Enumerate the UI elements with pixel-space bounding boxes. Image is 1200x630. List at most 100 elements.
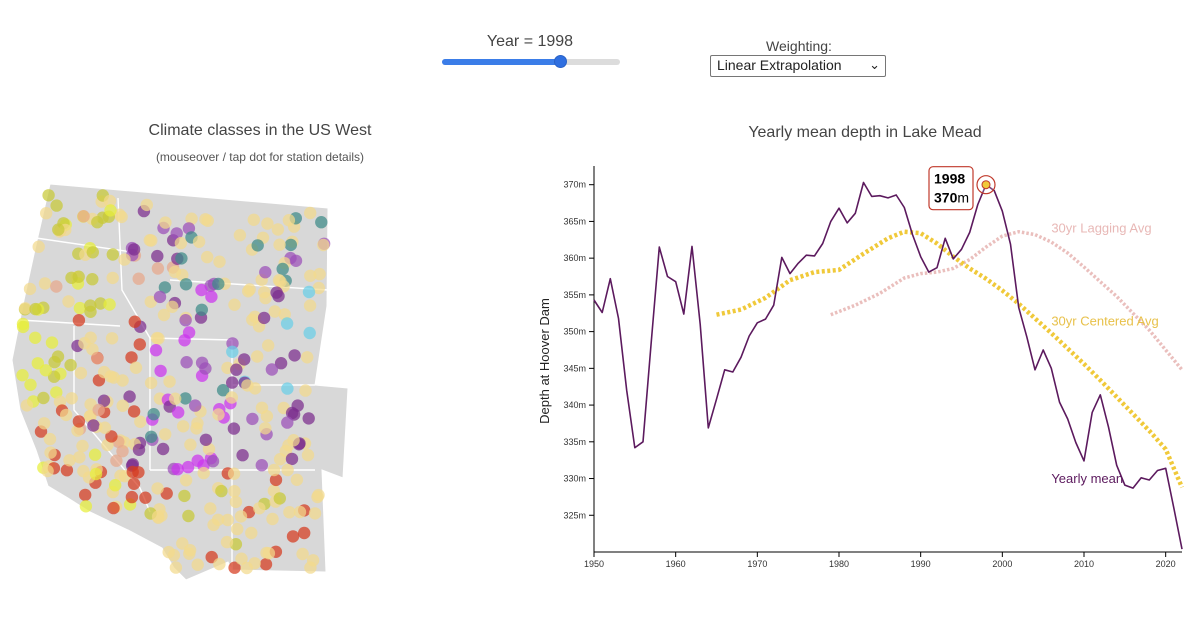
station-dot[interactable] <box>86 246 100 259</box>
station-dot[interactable] <box>179 474 193 487</box>
station-dot[interactable] <box>304 206 317 220</box>
station-dot[interactable] <box>205 290 218 303</box>
station-dot[interactable] <box>178 489 191 503</box>
station-dot[interactable] <box>282 214 296 227</box>
station-dot[interactable] <box>94 297 107 310</box>
station-dot[interactable] <box>65 392 78 405</box>
station-dot[interactable] <box>315 216 328 229</box>
station-dot[interactable] <box>176 268 189 282</box>
station-dot[interactable] <box>159 216 172 229</box>
station-dot[interactable] <box>201 250 214 264</box>
station-dot[interactable] <box>50 199 63 212</box>
station-dot[interactable] <box>73 451 86 464</box>
station-dot[interactable] <box>304 561 317 574</box>
station-dot[interactable] <box>170 227 183 240</box>
station-dot[interactable] <box>63 454 76 467</box>
station-dot[interactable] <box>116 374 129 387</box>
station-dot[interactable] <box>133 338 146 351</box>
station-dot[interactable] <box>64 358 77 372</box>
station-dot[interactable] <box>144 376 158 390</box>
station-dot[interactable] <box>150 331 164 345</box>
station-dot[interactable] <box>227 467 241 480</box>
station-dot[interactable] <box>104 204 117 217</box>
station-dot[interactable] <box>103 298 116 311</box>
station-dot[interactable] <box>271 223 285 236</box>
station-dot[interactable] <box>280 317 294 330</box>
station-dot[interactable] <box>103 194 117 208</box>
station-dot[interactable] <box>59 408 73 422</box>
station-dot[interactable] <box>290 473 304 486</box>
station-dot[interactable] <box>211 513 225 526</box>
station-dot[interactable] <box>41 464 54 478</box>
station-dot[interactable] <box>116 445 129 458</box>
station-dot[interactable] <box>91 216 104 229</box>
station-dot[interactable] <box>204 502 217 515</box>
station-dot[interactable] <box>191 558 204 571</box>
station-dot[interactable] <box>86 273 99 286</box>
station-dot[interactable] <box>169 392 182 405</box>
station-dot[interactable] <box>262 339 275 352</box>
station-dot[interactable] <box>301 448 315 462</box>
station-dot[interactable] <box>32 240 45 253</box>
station-dot[interactable] <box>105 430 118 443</box>
station-dot[interactable] <box>98 421 112 434</box>
station-dot[interactable] <box>233 229 247 242</box>
station-dot[interactable] <box>132 443 146 456</box>
station-dot[interactable] <box>183 544 197 557</box>
station-dot[interactable] <box>48 355 61 369</box>
station-dot[interactable] <box>245 526 258 540</box>
station-dot[interactable] <box>115 210 128 224</box>
station-dot[interactable] <box>241 379 254 392</box>
station-dot[interactable] <box>72 314 86 327</box>
station-dot[interactable] <box>197 466 210 480</box>
station-dot[interactable] <box>267 463 281 477</box>
station-dot[interactable] <box>45 336 59 349</box>
station-dot[interactable] <box>145 430 158 443</box>
station-dot[interactable] <box>234 510 248 523</box>
station-dot[interactable] <box>273 238 286 251</box>
station-dot[interactable] <box>179 392 192 405</box>
station-dot[interactable] <box>202 442 216 456</box>
station-dot[interactable] <box>276 262 289 276</box>
station-dot[interactable] <box>89 467 103 481</box>
station-dot[interactable] <box>38 417 51 430</box>
station-dot[interactable] <box>270 286 283 299</box>
station-dot[interactable] <box>242 285 255 298</box>
station-dot[interactable] <box>127 243 141 256</box>
station-dot[interactable] <box>199 213 212 226</box>
station-dot[interactable] <box>236 449 249 462</box>
station-dot[interactable] <box>253 502 266 515</box>
station-dot[interactable] <box>227 422 241 435</box>
station-dot[interactable] <box>228 298 241 311</box>
station-dot[interactable] <box>151 262 165 275</box>
station-dot[interactable] <box>269 473 283 487</box>
station-dot[interactable] <box>182 326 196 339</box>
station-dot[interactable] <box>107 501 120 515</box>
station-dot[interactable] <box>281 382 294 395</box>
station-dot[interactable] <box>265 363 279 376</box>
station-dot[interactable] <box>230 363 243 376</box>
station-dot[interactable] <box>88 448 102 461</box>
station-dot[interactable] <box>285 452 299 466</box>
station-dot[interactable] <box>291 399 304 412</box>
station-dot[interactable] <box>126 465 139 479</box>
station-dot[interactable] <box>231 522 244 536</box>
station-dot[interactable] <box>19 302 32 315</box>
station-dot[interactable] <box>273 453 287 466</box>
station-dot[interactable] <box>303 299 317 312</box>
station-dot[interactable] <box>40 207 53 220</box>
station-dot[interactable] <box>76 439 89 453</box>
station-dot[interactable] <box>139 491 152 504</box>
station-dot[interactable] <box>157 308 171 322</box>
station-dot[interactable] <box>50 386 63 399</box>
station-dot[interactable] <box>149 344 163 357</box>
station-dot[interactable] <box>226 376 239 389</box>
station-dot[interactable] <box>43 432 57 446</box>
station-dot[interactable] <box>158 281 172 294</box>
station-dot[interactable] <box>259 422 272 435</box>
station-dot[interactable] <box>20 399 34 412</box>
station-dot[interactable] <box>106 248 120 261</box>
station-dot[interactable] <box>105 332 119 345</box>
station-dot[interactable] <box>240 561 253 575</box>
year-slider[interactable] <box>440 54 622 70</box>
